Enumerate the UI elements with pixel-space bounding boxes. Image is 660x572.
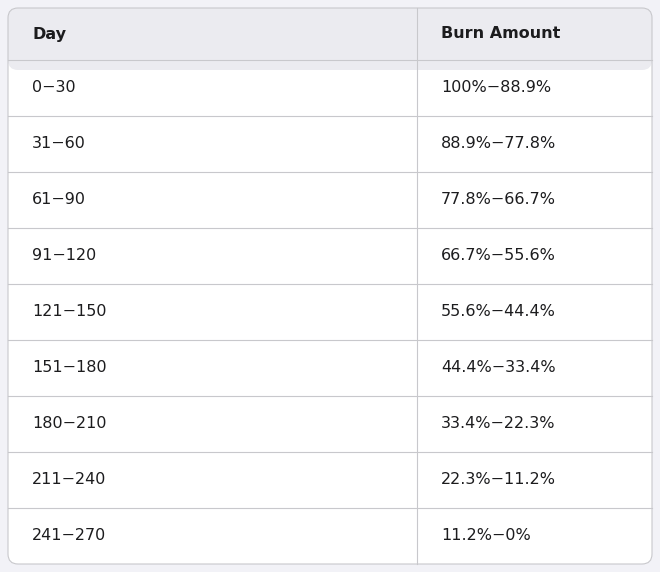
Text: Burn Amount: Burn Amount [441, 26, 560, 42]
Text: 151−180: 151−180 [32, 360, 107, 375]
Text: 180−210: 180−210 [32, 416, 106, 431]
Text: 66.7%−55.6%: 66.7%−55.6% [441, 248, 556, 264]
Bar [8, 34, 652, 60]
FancyBboxPatch shape [8, 8, 652, 70]
Text: 100%−88.9%: 100%−88.9% [441, 81, 551, 96]
Text: 55.6%−44.4%: 55.6%−44.4% [441, 304, 556, 320]
Text: 11.2%−0%: 11.2%−0% [441, 529, 531, 543]
Text: 22.3%−11.2%: 22.3%−11.2% [441, 472, 556, 487]
Text: 33.4%−22.3%: 33.4%−22.3% [441, 416, 556, 431]
Text: 121−150: 121−150 [32, 304, 106, 320]
Text: 44.4%−33.4%: 44.4%−33.4% [441, 360, 556, 375]
Text: 61−90: 61−90 [32, 193, 86, 208]
Text: Day: Day [32, 26, 66, 42]
Text: 88.9%−77.8%: 88.9%−77.8% [441, 137, 556, 152]
Text: 0−30: 0−30 [32, 81, 76, 96]
Text: 77.8%−66.7%: 77.8%−66.7% [441, 193, 556, 208]
Text: 91−120: 91−120 [32, 248, 96, 264]
Text: 211−240: 211−240 [32, 472, 106, 487]
Text: 241−270: 241−270 [32, 529, 106, 543]
Text: 31−60: 31−60 [32, 137, 86, 152]
FancyBboxPatch shape [8, 8, 652, 564]
